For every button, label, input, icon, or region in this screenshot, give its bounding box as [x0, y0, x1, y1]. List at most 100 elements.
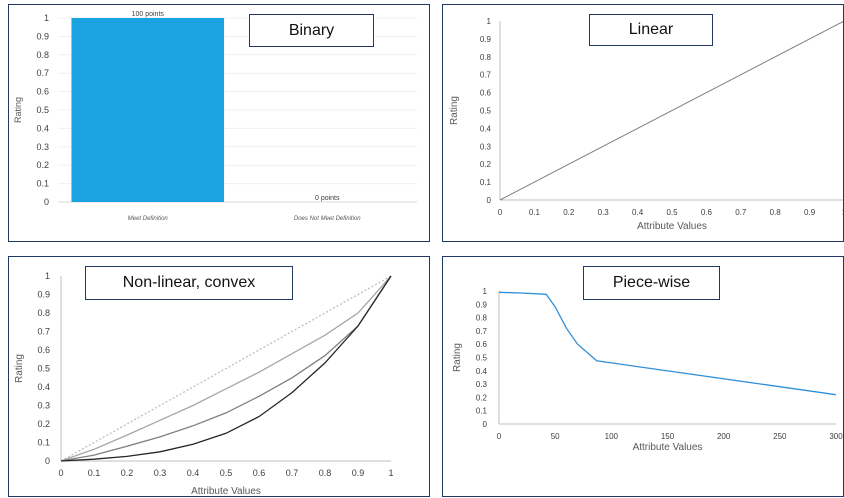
x-tick-label: 0: [498, 208, 503, 217]
y-tick-label: 0.4: [37, 382, 50, 392]
x-tick-label: 250: [773, 432, 787, 441]
x-tick-label: 100: [605, 432, 619, 441]
binary-chart-title: Binary: [249, 14, 374, 47]
x-tick-label: 0.8: [319, 468, 332, 478]
x-tick-label: 50: [551, 432, 560, 441]
x-tick-label: 0.1: [88, 468, 101, 478]
y-tick-label: 1: [44, 13, 49, 23]
y-tick-label: 0.9: [37, 290, 50, 300]
y-tick-label: 0.8: [37, 308, 50, 318]
convex-chart-panel: 0 0.1 0.2 0.3 0.4 0.5 0.6 0.7 0.8 0.9 1 0 0.1 0.2 0.3 0…: [8, 256, 430, 497]
data-label: 0 points: [315, 195, 340, 202]
x-axis-label: Attribute Values: [633, 442, 703, 453]
y-tick-label: 0.3: [480, 142, 492, 151]
y-tick-label: 0.1: [36, 179, 49, 189]
x-tick-label: 0.7: [286, 468, 299, 478]
x-tick-label: 0.5: [220, 468, 233, 478]
y-tick-label: 0.2: [476, 393, 488, 402]
x-tick-label: 0: [497, 432, 502, 441]
y-tick-label: 0.6: [37, 345, 50, 355]
x-tick-label: 0.6: [253, 468, 266, 478]
x-category-label: Meet Definition: [128, 216, 169, 222]
y-tick-label: 0.8: [480, 53, 492, 62]
y-tick-label: 1: [483, 287, 488, 296]
x-tick-label: 0.9: [352, 468, 365, 478]
series-line: [60, 275, 392, 462]
linear-chart-panel: 0 0.1 0.2 0.3 0.4 0.5 0.6 0.7 0.8 0.9 1 0 0.1 0.2 0.3 0…: [442, 4, 844, 242]
convex-chart-title: Non-linear, convex: [85, 266, 293, 300]
x-tick-label: 0.6: [701, 208, 713, 217]
x-tick-label: 0.3: [154, 468, 167, 478]
series-line: [60, 275, 392, 462]
y-tick-label: 0.4: [36, 123, 49, 133]
piecewise-chart: 0 0.1 0.2 0.3 0.4 0.5 0.6 0.7 0.8 0.9 1 0 50 100 150 20…: [452, 287, 843, 453]
y-tick-label: 0.5: [37, 364, 50, 374]
x-category-label: Does Not Meet Definition: [294, 216, 361, 222]
x-tick-label: 1: [388, 468, 393, 478]
y-tick-label: 0.2: [37, 419, 50, 429]
y-tick-label: 0.7: [476, 327, 488, 336]
bar: [71, 18, 225, 202]
y-tick-label: 0.3: [476, 380, 488, 389]
binary-chart-panel: 0 0.1 0.2 0.3 0.4 0.5 0.6 0.7 0.8 0.9 1 100 points M…: [8, 4, 430, 242]
y-tick-label: 0.8: [36, 50, 49, 60]
y-tick-label: 0: [45, 456, 50, 466]
series-line: [60, 275, 392, 462]
linear-chart: 0 0.1 0.2 0.3 0.4 0.5 0.6 0.7 0.8 0.9 1 0 0.1 0.2 0.3 0…: [449, 17, 844, 232]
y-axis-label: Rating: [452, 343, 463, 372]
y-tick-label: 0.1: [476, 407, 488, 416]
y-tick-label: 0: [44, 197, 49, 207]
x-tick-label: 0.3: [598, 208, 610, 217]
y-tick-label: 0.6: [476, 340, 488, 349]
x-tick-label: 200: [717, 432, 731, 441]
x-axis-label: Attribute Values: [191, 486, 261, 497]
y-axis-label: Rating: [14, 354, 25, 383]
y-tick-label: 0.5: [480, 107, 492, 116]
x-tick-label: 0.4: [187, 468, 200, 478]
series-line: [498, 291, 837, 396]
x-tick-label: 0.1: [529, 208, 541, 217]
y-tick-label: 0.2: [480, 160, 492, 169]
x-tick-label: 150: [661, 432, 675, 441]
y-tick-label: 0.6: [480, 89, 492, 98]
y-tick-label: 1: [45, 271, 50, 281]
x-tick-label: 0.2: [563, 208, 575, 217]
y-tick-label: 0.3: [37, 401, 50, 411]
y-tick-label: 0.7: [37, 327, 50, 337]
x-tick-label: 0: [58, 468, 63, 478]
y-tick-label: 0.5: [476, 354, 488, 363]
y-tick-label: 0.4: [480, 124, 492, 133]
x-tick-label: 0.9: [804, 208, 816, 217]
series-line: [60, 275, 392, 462]
x-tick-label: 0.2: [121, 468, 134, 478]
convex-chart: 0 0.1 0.2 0.3 0.4 0.5 0.6 0.7 0.8 0.9 1 0 0.1 0.2 0.3 0…: [14, 271, 394, 497]
binary-chart: 0 0.1 0.2 0.3 0.4 0.5 0.6 0.7 0.8 0.9 1 100 points M…: [13, 11, 417, 222]
x-tick-label: 0.7: [735, 208, 747, 217]
y-tick-label: 0: [483, 420, 488, 429]
piecewise-chart-panel: 0 0.1 0.2 0.3 0.4 0.5 0.6 0.7 0.8 0.9 1 0 50 100 150 20…: [442, 256, 844, 497]
linear-chart-title: Linear: [589, 14, 713, 46]
x-tick-label: 0.5: [666, 208, 678, 217]
x-tick-label: 0.8: [770, 208, 782, 217]
y-tick-label: 0.7: [480, 71, 492, 80]
x-tick-label: 300: [829, 432, 843, 441]
x-tick-label: 0.4: [632, 208, 644, 217]
y-tick-label: 0: [487, 196, 492, 205]
y-tick-label: 0.3: [36, 142, 49, 152]
data-label: 100 points: [132, 11, 165, 18]
y-tick-label: 0.1: [480, 178, 492, 187]
y-tick-label: 0.9: [480, 35, 492, 44]
y-tick-label: 1: [487, 17, 492, 26]
x-tick-label: 1: [842, 208, 844, 217]
y-axis-label: Rating: [449, 96, 460, 125]
y-tick-label: 0.8: [476, 314, 488, 323]
piecewise-chart-title: Piece-wise: [583, 266, 720, 300]
y-tick-label: 0.6: [36, 87, 49, 97]
x-axis-label: Attribute Values: [637, 221, 707, 232]
y-tick-label: 0.7: [36, 68, 49, 78]
y-tick-label: 0.5: [36, 105, 49, 115]
y-tick-label: 0.9: [36, 31, 49, 41]
y-axis-label: Rating: [13, 97, 23, 123]
y-tick-label: 0.9: [476, 300, 488, 309]
series-line: [499, 20, 843, 201]
